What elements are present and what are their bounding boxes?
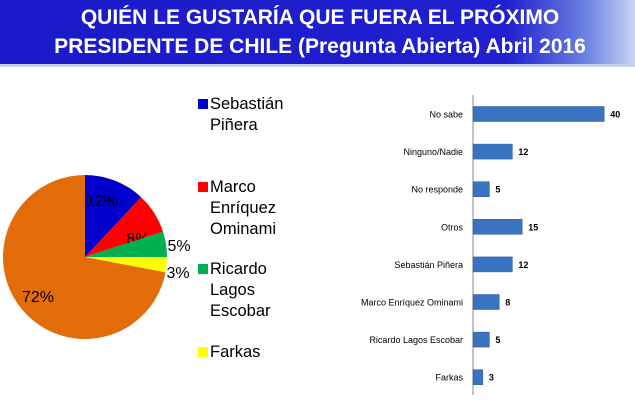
bar-data-label: 12 <box>518 147 528 157</box>
category-label: Otros <box>441 222 464 232</box>
pie-slice <box>85 175 142 257</box>
pie-data-label: 72% <box>22 289 54 306</box>
bar-data-label: 3 <box>489 373 494 383</box>
legend-label: Ricardo Lagos Escobar <box>210 260 271 320</box>
bar <box>472 331 490 348</box>
legend-swatch <box>198 99 208 109</box>
legend-label: Sebastián Piñera <box>210 95 284 134</box>
legend-label: Farkas <box>210 343 261 361</box>
title-line-2: PRESIDENTE DE CHILE (Pregunta Abierta) A… <box>54 35 586 58</box>
bar <box>472 181 490 197</box>
bar <box>472 143 513 160</box>
title-line-1: QUIÉN LE GUSTARÍA QUE FUERA EL PRÓXIMO <box>80 6 560 29</box>
pie-data-label: 3% <box>166 265 189 282</box>
pie-slice <box>85 197 163 257</box>
category-label: Marco Enríquez Ominami <box>361 298 463 308</box>
legend-label: Marco Enríquez Ominami <box>210 178 277 238</box>
category-label: No responde <box>411 185 463 195</box>
category-label: Ricardo Lagos Escobar <box>369 335 463 345</box>
bar-data-label: 40 <box>610 110 620 120</box>
legend-swatch <box>198 264 208 274</box>
category-label: Ninguno/Nadie <box>403 147 463 157</box>
pie-data-label: 12% <box>86 193 118 210</box>
legend-swatch <box>198 182 208 192</box>
pie-slice <box>85 257 167 273</box>
category-label: Farkas <box>435 373 463 383</box>
pie-slice <box>3 175 166 339</box>
bar-data-label: 12 <box>518 260 528 270</box>
category-label: No sabe <box>429 110 463 120</box>
bar <box>472 219 523 235</box>
bar <box>472 369 484 385</box>
pie-data-label: 5% <box>167 238 190 255</box>
pie-slice <box>85 231 167 257</box>
bar-data-label: 15 <box>528 222 538 232</box>
bar <box>472 106 605 122</box>
bar-data-label: 8 <box>505 298 510 308</box>
category-label: Sebastián Piñera <box>394 260 463 270</box>
bar <box>472 294 500 310</box>
bar <box>472 256 513 273</box>
title-banner: QUIÉN LE GUSTARÍA QUE FUERA EL PRÓXIMO P… <box>0 0 635 67</box>
bar-data-label: 5 <box>495 185 500 195</box>
bar-data-label: 5 <box>495 335 500 345</box>
pie-chart: 12%8% 5%3%72% <box>3 175 191 339</box>
legend-swatch <box>198 347 208 357</box>
